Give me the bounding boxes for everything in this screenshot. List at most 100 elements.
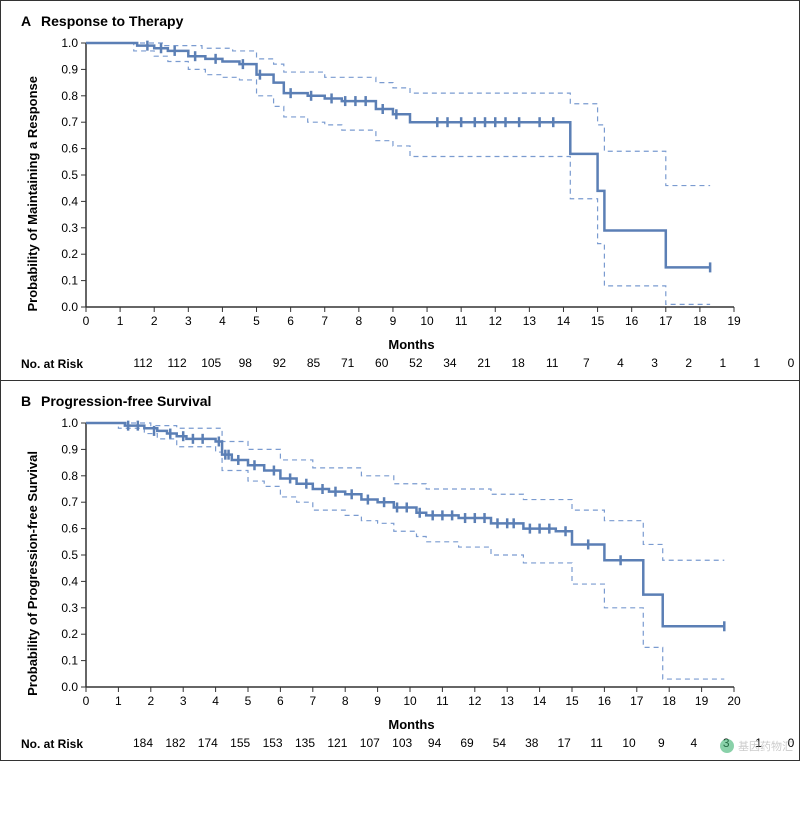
- svg-text:9: 9: [390, 314, 397, 328]
- svg-text:8: 8: [342, 694, 349, 708]
- svg-text:0.2: 0.2: [61, 627, 78, 641]
- risk-value: 34: [443, 356, 456, 370]
- svg-text:0.0: 0.0: [61, 680, 78, 694]
- svg-text:14: 14: [533, 694, 547, 708]
- risk-value: 11: [590, 736, 602, 750]
- svg-text:0.5: 0.5: [61, 168, 78, 182]
- risk-value: 103: [392, 736, 412, 750]
- svg-text:11: 11: [436, 694, 449, 708]
- panel-a-svg-holder: 0.00.10.20.30.40.50.60.70.80.91.00123456…: [44, 35, 779, 352]
- svg-text:11: 11: [455, 314, 468, 328]
- risk-value: 98: [239, 356, 252, 370]
- watermark-icon: [720, 739, 734, 753]
- panel-b-svg: 0.00.10.20.30.40.50.60.70.80.91.00123456…: [44, 415, 744, 715]
- panel-b-svg-holder: 0.00.10.20.30.40.50.60.70.80.91.00123456…: [44, 415, 779, 732]
- risk-value: 54: [493, 736, 506, 750]
- svg-text:1: 1: [115, 694, 122, 708]
- svg-text:0.8: 0.8: [61, 89, 78, 103]
- svg-text:10: 10: [403, 694, 417, 708]
- risk-value: 69: [460, 736, 473, 750]
- svg-text:14: 14: [557, 314, 571, 328]
- svg-text:4: 4: [212, 694, 219, 708]
- svg-text:0.8: 0.8: [61, 469, 78, 483]
- svg-text:0.9: 0.9: [61, 442, 78, 456]
- svg-text:0.0: 0.0: [61, 300, 78, 314]
- svg-text:7: 7: [309, 694, 316, 708]
- svg-text:2: 2: [151, 314, 158, 328]
- svg-text:1: 1: [117, 314, 124, 328]
- svg-text:6: 6: [277, 694, 284, 708]
- panel-a-letter: A: [21, 13, 31, 29]
- panel-a-risk-row: No. at Risk 1121121059892857160523421181…: [21, 356, 779, 372]
- svg-text:3: 3: [180, 694, 187, 708]
- svg-text:0.4: 0.4: [61, 194, 78, 208]
- risk-value: 0: [788, 356, 795, 370]
- risk-value: 184: [133, 736, 153, 750]
- panel-b-letter: B: [21, 393, 31, 409]
- risk-value: 11: [546, 356, 558, 370]
- panel-b-title: B Progression-free Survival: [21, 393, 779, 409]
- svg-text:12: 12: [489, 314, 503, 328]
- risk-value: 18: [511, 356, 524, 370]
- svg-text:0.1: 0.1: [61, 654, 78, 668]
- risk-value: 153: [263, 736, 283, 750]
- risk-value: 105: [201, 356, 221, 370]
- risk-value: 92: [273, 356, 286, 370]
- svg-text:0.2: 0.2: [61, 247, 78, 261]
- risk-value: 121: [327, 736, 347, 750]
- svg-text:16: 16: [598, 694, 612, 708]
- svg-text:8: 8: [355, 314, 362, 328]
- risk-value: 107: [360, 736, 380, 750]
- svg-text:0.7: 0.7: [61, 115, 78, 129]
- risk-value: 9: [658, 736, 665, 750]
- risk-value: 71: [341, 356, 354, 370]
- svg-text:1.0: 1.0: [61, 416, 78, 430]
- svg-text:0.3: 0.3: [61, 601, 78, 615]
- risk-value: 174: [198, 736, 218, 750]
- svg-text:0: 0: [83, 694, 90, 708]
- panel-a-xlabel: Months: [44, 337, 779, 352]
- svg-text:5: 5: [245, 694, 252, 708]
- risk-value: 17: [558, 736, 571, 750]
- svg-text:9: 9: [374, 694, 381, 708]
- svg-text:1.0: 1.0: [61, 36, 78, 50]
- panel-b-ylabel: Probability of Progression-free Survival: [21, 451, 44, 696]
- risk-value: 52: [409, 356, 422, 370]
- panel-b-title-text: Progression-free Survival: [41, 393, 211, 409]
- panel-a-svg: 0.00.10.20.30.40.50.60.70.80.91.00123456…: [44, 35, 744, 335]
- risk-value: 1: [754, 356, 761, 370]
- svg-text:20: 20: [727, 694, 741, 708]
- svg-text:0.3: 0.3: [61, 221, 78, 235]
- risk-value: 112: [168, 356, 187, 370]
- panel-a-ylabel: Probability of Maintaining a Response: [21, 76, 44, 311]
- risk-value: 85: [307, 356, 320, 370]
- risk-value: 135: [295, 736, 315, 750]
- risk-value: 3: [651, 356, 658, 370]
- svg-text:0.6: 0.6: [61, 522, 78, 536]
- risk-value: 112: [133, 356, 152, 370]
- svg-text:5: 5: [253, 314, 260, 328]
- svg-text:15: 15: [591, 314, 605, 328]
- risk-value: 4: [690, 736, 697, 750]
- risk-value: 21: [477, 356, 490, 370]
- panel-b-risk-label: No. at Risk: [21, 737, 101, 751]
- panel-b-xlabel: Months: [44, 717, 779, 732]
- panel-a-title: A Response to Therapy: [21, 13, 779, 29]
- svg-text:0.4: 0.4: [61, 574, 78, 588]
- panel-a-chart-wrap: Probability of Maintaining a Response 0.…: [21, 35, 779, 352]
- svg-text:0.7: 0.7: [61, 495, 78, 509]
- svg-text:17: 17: [659, 314, 673, 328]
- svg-text:12: 12: [468, 694, 482, 708]
- risk-value: 38: [525, 736, 538, 750]
- panel-a-risk-values: 112112105989285716052342118117432110: [101, 356, 779, 372]
- panel-b: B Progression-free Survival Probability …: [1, 381, 799, 760]
- panel-a: A Response to Therapy Probability of Mai…: [1, 1, 799, 381]
- km-figure: A Response to Therapy Probability of Mai…: [0, 0, 800, 761]
- watermark: 基因药物汇: [720, 738, 793, 754]
- watermark-text: 基因药物汇: [738, 738, 793, 754]
- svg-text:4: 4: [219, 314, 226, 328]
- svg-text:15: 15: [565, 694, 579, 708]
- panel-b-risk-values: 1841821741551531351211071039469543817111…: [101, 736, 779, 752]
- svg-text:0.9: 0.9: [61, 62, 78, 76]
- risk-value: 60: [375, 356, 388, 370]
